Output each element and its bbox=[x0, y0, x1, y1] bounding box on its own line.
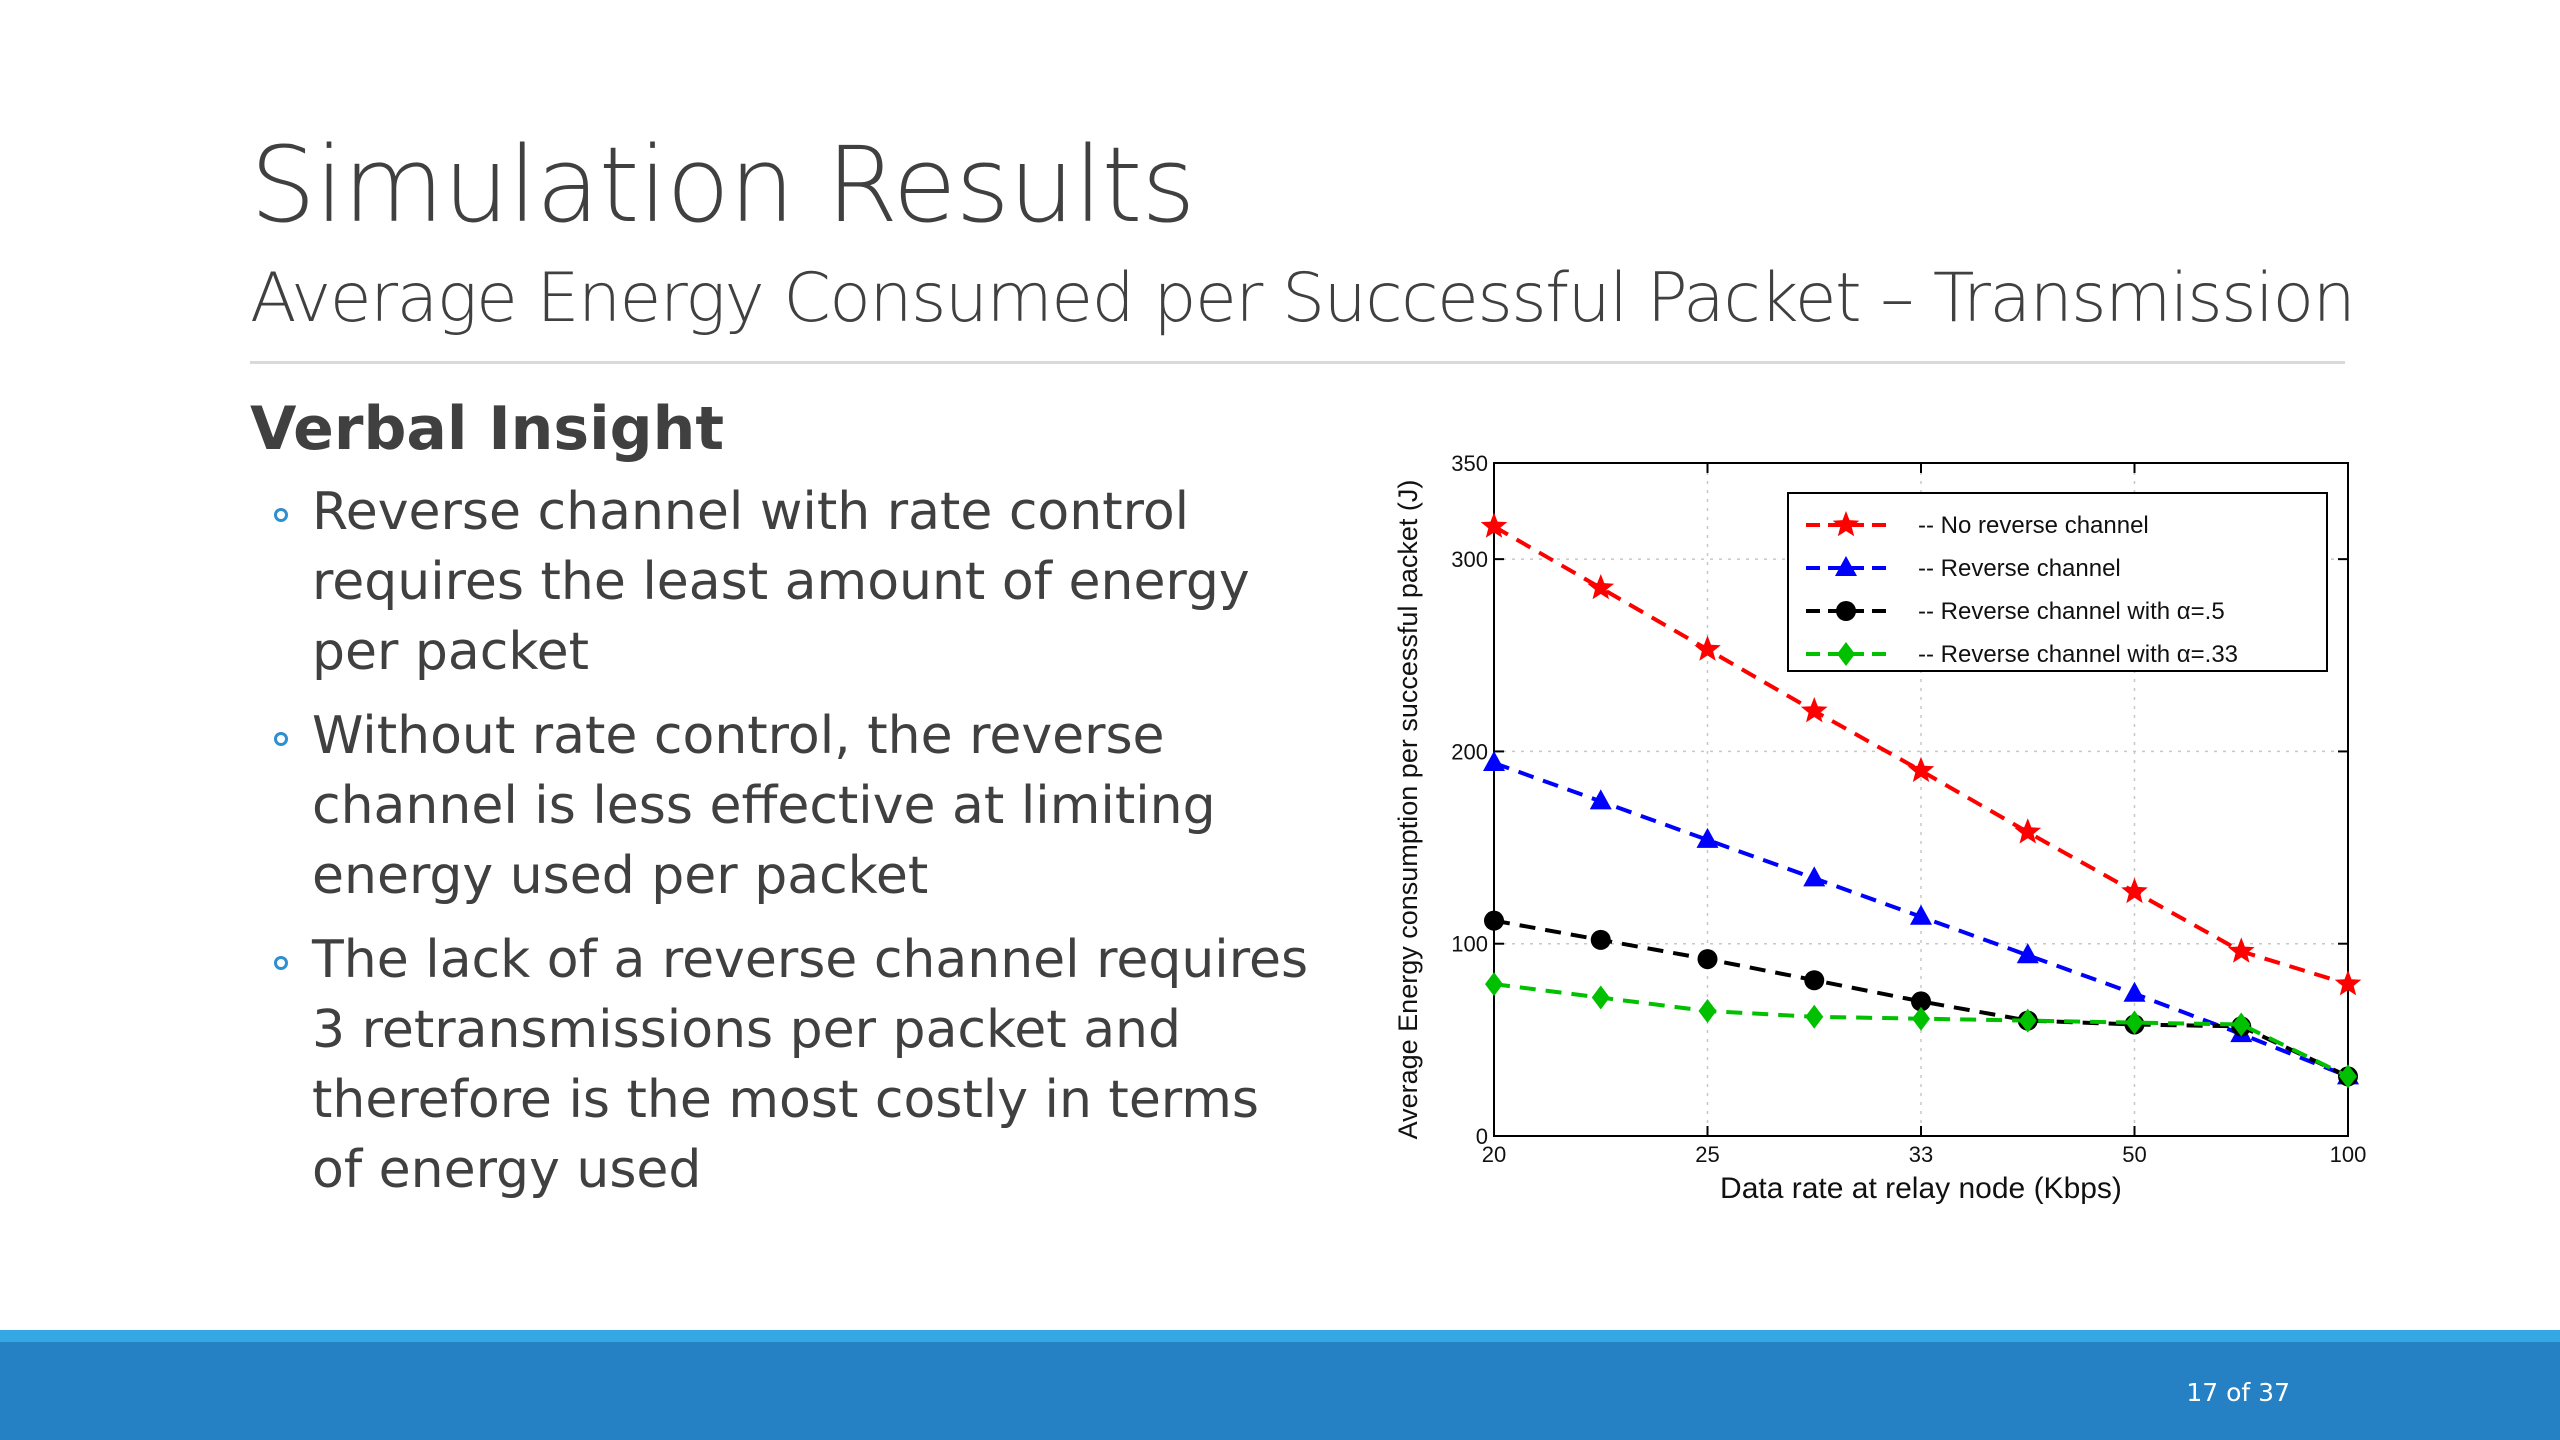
series-3 bbox=[1484, 910, 2358, 1087]
page-number: 17 of 37 bbox=[2186, 1378, 2290, 1407]
bullet-text: Without rate control, the reverse channe… bbox=[312, 706, 1216, 906]
bullet-item: Reverse channel with rate control requir… bbox=[250, 477, 1322, 687]
bullet-text: Reverse channel with rate control requir… bbox=[312, 482, 1250, 682]
chart-legend: -- No reverse channel -- Reverse channel -… bbox=[1787, 492, 2328, 672]
title-divider bbox=[250, 361, 2345, 364]
data-point-diamond bbox=[1591, 985, 1610, 1010]
x-tick-label: 100 bbox=[2330, 1142, 2367, 1167]
y-tick-label: 300 bbox=[1451, 547, 1488, 572]
legend-marker-star bbox=[1832, 511, 1860, 537]
y-tick-label: 350 bbox=[1451, 451, 1488, 476]
bullet-item: The lack of a reverse channel requires 3… bbox=[250, 925, 1322, 1205]
data-point-triangle bbox=[1803, 866, 1826, 887]
bullet-text: The lack of a reverse channel requires 3… bbox=[312, 930, 1309, 1200]
bullet-list: Reverse channel with rate control requir… bbox=[250, 477, 1308, 1205]
data-point-triangle bbox=[2016, 943, 2039, 964]
data-point-star bbox=[2121, 877, 2148, 904]
x-tick-label: 50 bbox=[2122, 1142, 2146, 1167]
data-point-circle bbox=[1911, 991, 1931, 1012]
data-point-star bbox=[1480, 512, 1508, 538]
series-2 bbox=[1483, 750, 2359, 1085]
series-line bbox=[1493, 918, 2349, 1079]
data-point-circle bbox=[1697, 949, 1718, 970]
text-content: Verbal Insight Reverse channel with rate… bbox=[250, 392, 1308, 1219]
legend-label: -- Reverse channel bbox=[1918, 555, 2121, 582]
data-point-circle bbox=[1804, 970, 1825, 991]
data-point-triangle bbox=[1696, 827, 1719, 848]
series-1 bbox=[1480, 512, 2362, 996]
data-point-star bbox=[2334, 970, 2362, 996]
legend-marker-triangle bbox=[1835, 556, 1857, 576]
data-point-diamond bbox=[2018, 1008, 2037, 1033]
data-point-diamond bbox=[1805, 1004, 1824, 1029]
series-layer bbox=[1480, 512, 2362, 1089]
y-tick-label: 0 bbox=[1476, 1124, 1488, 1149]
data-point-triangle bbox=[1910, 904, 1932, 925]
slide-subtitle: Average Energy Consumed per Successful P… bbox=[250, 259, 2356, 338]
x-tick-label: 20 bbox=[1482, 1142, 1506, 1167]
data-point-triangle bbox=[1589, 789, 1612, 810]
series-line bbox=[1493, 524, 2349, 987]
y-axis-label: Average Energy consumption per successfu… bbox=[1393, 480, 1423, 1140]
x-axis-label: Data rate at relay node (Kbps) bbox=[1720, 1172, 2122, 1205]
legend-marker-circle bbox=[1836, 601, 1856, 621]
y-tick-label: 100 bbox=[1451, 932, 1488, 957]
data-point-star bbox=[1907, 756, 1935, 782]
legend-label: -- Reverse channel with α=.33 bbox=[1918, 641, 2238, 668]
series-4 bbox=[1485, 972, 2357, 1089]
data-point-triangle bbox=[1483, 750, 1505, 771]
data-point-star bbox=[1800, 697, 1828, 723]
footer-stripe bbox=[0, 1330, 2560, 1342]
legend-marker-diamond bbox=[1837, 642, 1855, 666]
section-heading: Verbal Insight bbox=[250, 394, 724, 464]
slide-title: Simulation Results bbox=[250, 124, 1196, 246]
data-point-diamond bbox=[1698, 999, 1717, 1024]
energy-line-chart: 0 100 200 300 350 20 25 33 50 100 Data rate at re… bbox=[1393, 451, 2366, 1205]
footer-bar bbox=[0, 1342, 2560, 1440]
legend-box bbox=[1787, 492, 2328, 672]
data-point-diamond bbox=[2232, 1012, 2251, 1037]
data-point-star bbox=[2014, 818, 2042, 844]
data-point-diamond bbox=[2125, 1010, 2144, 1035]
data-point-diamond bbox=[2339, 1064, 2357, 1089]
x-tick-label: 33 bbox=[1909, 1142, 1933, 1167]
bullet-circle-icon bbox=[274, 956, 288, 970]
bullet-circle-icon bbox=[274, 508, 288, 522]
bullet-circle-icon bbox=[274, 732, 288, 746]
legend-label: -- No reverse channel bbox=[1918, 512, 2149, 539]
data-point-circle bbox=[1484, 910, 1504, 931]
data-point-diamond bbox=[1485, 972, 1503, 997]
legend-label: -- Reverse channel with α=.5 bbox=[1918, 598, 2225, 625]
data-point-triangle bbox=[2123, 981, 2146, 1002]
data-point-circle bbox=[1590, 929, 1611, 950]
bullet-item: Without rate control, the reverse channe… bbox=[250, 701, 1322, 911]
axis-ticks: 0 100 200 300 350 20 25 33 50 100 bbox=[1451, 451, 2366, 1167]
data-point-diamond bbox=[1912, 1006, 1930, 1031]
data-point-star bbox=[1694, 635, 1721, 661]
data-point-star bbox=[2227, 937, 2255, 963]
x-tick-label: 25 bbox=[1695, 1142, 1719, 1167]
data-point-star bbox=[1587, 574, 1615, 600]
y-tick-label: 200 bbox=[1451, 739, 1488, 764]
